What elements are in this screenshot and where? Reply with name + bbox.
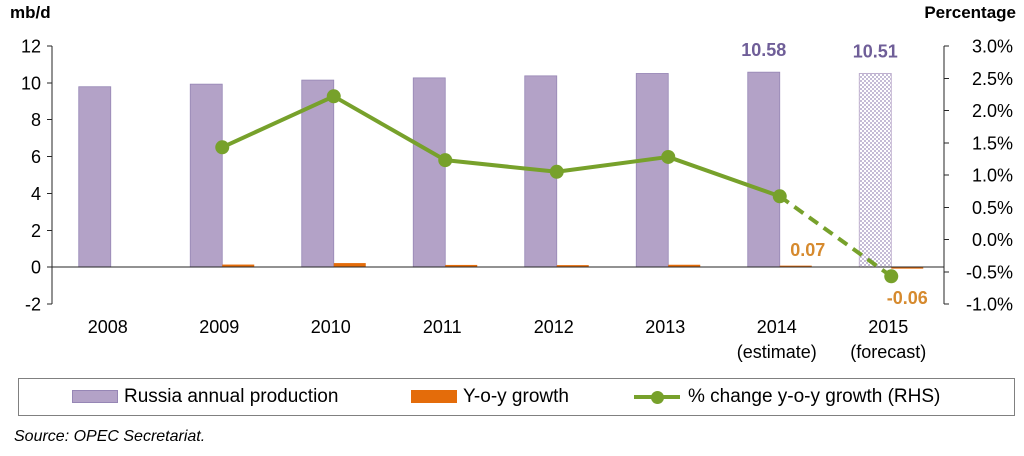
pct-change-point xyxy=(661,149,676,164)
pct-change-point xyxy=(884,269,899,284)
growth-bar xyxy=(222,264,255,268)
growth-bar xyxy=(891,267,924,269)
pct-change-point xyxy=(438,153,453,168)
right-axis-tick-label: 0.5% xyxy=(972,198,1013,218)
right-axis-tick-label: 1.0% xyxy=(972,166,1013,186)
right-axis-tick-label: -0.5% xyxy=(966,262,1013,282)
growth-bar xyxy=(556,265,589,268)
combo-chart: mb/d Percentage 121086420-23.0%2.5%2.0%1… xyxy=(10,3,1016,362)
left-axis-tick-label: 0 xyxy=(31,258,41,278)
right-axis-tick-label: 1.5% xyxy=(972,133,1013,153)
legend-label-production: Russia annual production xyxy=(124,386,339,407)
pct-change-line-forecast xyxy=(778,194,893,278)
right-axis-tick-label: 0.0% xyxy=(972,230,1013,250)
left-axis-tick-label: 6 xyxy=(31,147,41,167)
right-axis-tick-label: 2.5% xyxy=(972,69,1013,89)
axes-layer: 12 10 8 6 4 2 0 -2 3.0% 2.5% 2.0% 1.5% 1.0% 0.5% 0.0% -… xyxy=(21,37,1013,315)
category-label: 2010 xyxy=(311,317,351,337)
production-bar xyxy=(189,83,223,268)
line-layer xyxy=(215,89,899,284)
growth-bar xyxy=(779,265,812,268)
category-label: 2014 xyxy=(757,317,797,337)
pct-change-point xyxy=(549,164,564,179)
growth-bar xyxy=(333,263,366,268)
left-axis-tick-label: 4 xyxy=(31,184,41,204)
pct-change-line xyxy=(220,94,782,199)
label-layer: 2008 2009 2010 2011 2012 2013 2014 (estimate) 20… xyxy=(88,40,928,362)
growth-bar xyxy=(668,264,701,268)
production-data-label: 10.51 xyxy=(853,41,898,61)
legend-swatch-growth xyxy=(411,390,457,403)
pct-change-point xyxy=(772,189,787,204)
right-axis-unit-label: Percentage xyxy=(924,3,1016,22)
pct-change-point xyxy=(326,89,341,104)
production-data-label: 10.58 xyxy=(741,40,786,60)
left-axis-tick-label: 2 xyxy=(31,221,41,241)
left-axis-tick-label: 10 xyxy=(21,73,41,93)
category-label: 2015 xyxy=(868,317,908,337)
category-sublabel: (forecast) xyxy=(850,342,926,362)
legend-swatch-pct-marker xyxy=(651,391,664,404)
production-bar xyxy=(78,86,112,268)
right-axis-tick-label: 2.0% xyxy=(972,101,1013,121)
growth-data-label: 0.07 xyxy=(790,240,825,260)
production-bar xyxy=(635,73,669,268)
bar-layer xyxy=(78,71,924,269)
legend-label-pct-change: % change y-o-y growth (RHS) xyxy=(688,386,941,407)
production-bar xyxy=(412,77,446,268)
category-label: 2012 xyxy=(534,317,574,337)
category-sublabel: (estimate) xyxy=(737,342,817,362)
left-axis-unit-label: mb/d xyxy=(10,3,51,22)
left-axis-tick-label: -2 xyxy=(25,295,41,315)
category-label: 2013 xyxy=(645,317,685,337)
production-bar-forecast xyxy=(858,73,892,268)
category-label: 2011 xyxy=(423,317,462,337)
legend: Russia annual production Y-o-y growth % … xyxy=(18,378,1015,416)
growth-data-label: -0.06 xyxy=(887,288,928,308)
legend-label-growth: Y-o-y growth xyxy=(463,386,569,407)
left-axis-tick-label: 12 xyxy=(21,37,41,57)
category-label: 2009 xyxy=(199,317,239,337)
right-axis-tick-label: -1.0% xyxy=(966,295,1013,315)
left-axis-tick-label: 8 xyxy=(31,110,41,130)
production-bar xyxy=(301,79,335,268)
pct-change-point xyxy=(215,140,230,155)
production-bar xyxy=(747,71,781,268)
right-axis-tick-label: 3.0% xyxy=(972,37,1013,57)
growth-bar xyxy=(445,264,478,268)
legend-swatch-production xyxy=(72,390,118,403)
category-label: 2008 xyxy=(88,317,128,337)
source-note: Source: OPEC Secretariat. xyxy=(14,428,206,445)
